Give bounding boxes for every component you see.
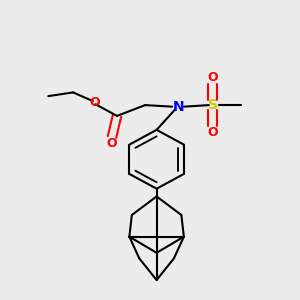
Text: O: O [207,71,218,84]
Text: O: O [89,96,100,110]
Text: S: S [208,98,218,112]
Text: O: O [207,126,218,139]
Text: N: N [172,100,184,114]
Text: O: O [107,137,117,150]
